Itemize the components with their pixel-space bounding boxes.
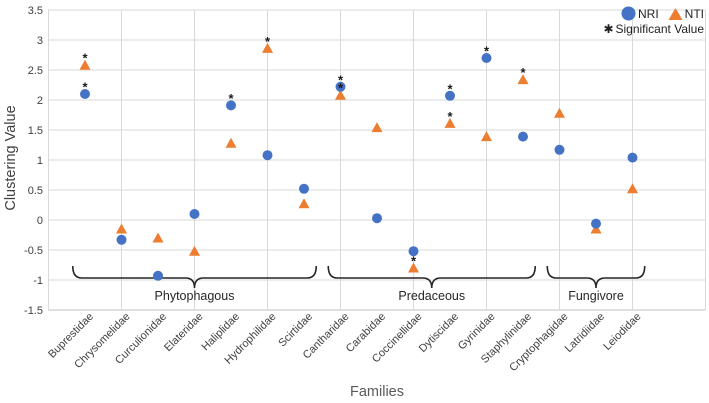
nri-point-haliplidae[interactable]	[226, 100, 236, 111]
y-tick-label: 3	[37, 35, 43, 47]
significance-asterisk: *	[82, 51, 88, 66]
nti-triangle-icon	[668, 7, 683, 20]
y-tick-label: 1.5	[28, 125, 43, 137]
nti-point-cantharidae[interactable]	[335, 89, 346, 100]
nti-point-cryptophagidae[interactable]	[554, 107, 565, 118]
x-category-label: Dytiscidae	[417, 311, 461, 355]
nti-point-dytiscidae[interactable]	[444, 117, 456, 128]
x-axis-title: Families	[350, 384, 404, 400]
y-axis-title: Clustering Value	[3, 105, 19, 210]
nri-point-carabidae[interactable]	[372, 213, 382, 224]
nri-point-chrysomelidae[interactable]	[116, 234, 127, 245]
legend-label-nti: NTI	[684, 6, 704, 21]
legend-label-nri: NRI	[637, 6, 659, 21]
y-tick-label: -1.5	[24, 305, 43, 317]
significance-asterisk: *	[411, 254, 417, 269]
legend-item-significant[interactable]: ✱ Significant Value	[603, 22, 704, 36]
y-tick-label: -0.5	[24, 245, 43, 257]
x-category-label: Elateridae	[162, 311, 206, 355]
nri-point-cantharidae[interactable]	[335, 81, 346, 92]
y-tick-label: 1	[37, 155, 43, 167]
y-tick-label: -1	[33, 275, 43, 287]
data-marker-layer: ***********	[79, 34, 638, 281]
x-category-label: Leiodidae	[601, 311, 643, 353]
group-brace	[327, 265, 537, 289]
nri-point-buprestidae[interactable]	[80, 89, 90, 99]
nti-point-staphylinidae[interactable]	[517, 74, 529, 85]
nri-circle-icon	[621, 6, 636, 21]
nri-point-coccinellidae[interactable]	[408, 246, 419, 257]
group-label: Predaceous	[398, 289, 465, 303]
nti-point-coccinellidae[interactable]	[408, 262, 419, 273]
nti-point-leiodidae[interactable]	[627, 183, 638, 194]
legend-item-nti[interactable]: NTI	[668, 7, 704, 21]
y-tick-label: 3.5	[28, 5, 43, 17]
nti-point-gyrinidae[interactable]	[481, 131, 492, 142]
significance-asterisk: *	[520, 65, 526, 80]
y-tick-label: 2.5	[28, 65, 43, 77]
significance-asterisk: *	[338, 72, 344, 87]
significance-asterisk: *	[265, 34, 271, 49]
significance-asterisk: *	[82, 80, 88, 95]
nri-point-scirtidae[interactable]	[299, 183, 309, 194]
nti-point-scirtidae[interactable]	[298, 198, 310, 209]
legend-label-significant: Significant Value	[615, 22, 705, 36]
group-brace	[546, 265, 646, 289]
nri-point-staphylinidae[interactable]	[518, 131, 528, 142]
nti-point-chrysomelidae[interactable]	[116, 223, 127, 234]
group-brace	[71, 265, 318, 289]
grid-layer	[48, 9, 706, 311]
x-category-label: Latridiidae	[563, 311, 607, 355]
y-tick-label: 0	[37, 215, 43, 227]
legend: NRI NTI ✱ Significant Value	[603, 6, 704, 36]
nri-point-gyrinidae[interactable]	[481, 53, 492, 63]
group-label: Fungivore	[568, 289, 624, 303]
legend-item-nri[interactable]: NRI	[621, 6, 659, 21]
nri-point-leiodidae[interactable]	[627, 152, 638, 163]
y-tick-label: 2	[37, 95, 43, 107]
nti-point-curculionidae[interactable]	[152, 232, 164, 243]
nti-point-buprestidae[interactable]	[79, 59, 91, 70]
significance-asterisk: *	[338, 81, 344, 96]
nti-point-elateridae[interactable]	[189, 245, 200, 256]
group-brace-layer: Phytophagous Predaceous Fungivore	[71, 265, 646, 303]
significant-asterisk-icon: ✱	[603, 22, 614, 36]
nri-point-dytiscidae[interactable]	[445, 90, 455, 101]
significance-asterisk: *	[228, 91, 234, 106]
significance-asterisk: *	[447, 81, 453, 96]
nti-point-hydrophilidae[interactable]	[262, 42, 273, 53]
nti-point-haliplidae[interactable]	[225, 137, 237, 148]
legend-series-row: NRI NTI	[621, 6, 704, 21]
nri-point-latridiidae[interactable]	[591, 218, 601, 229]
nri-point-elateridae[interactable]	[189, 209, 200, 219]
nti-point-carabidae[interactable]	[371, 122, 383, 133]
nri-point-cryptophagidae[interactable]	[554, 144, 565, 155]
nri-point-hydrophilidae[interactable]	[262, 150, 273, 161]
y-tick-label: 0.5	[28, 185, 43, 197]
significance-asterisk: *	[484, 44, 490, 59]
significance-asterisk: *	[447, 109, 453, 124]
group-label: Phytophagous	[155, 289, 235, 303]
nri-point-curculionidae[interactable]	[153, 270, 163, 281]
